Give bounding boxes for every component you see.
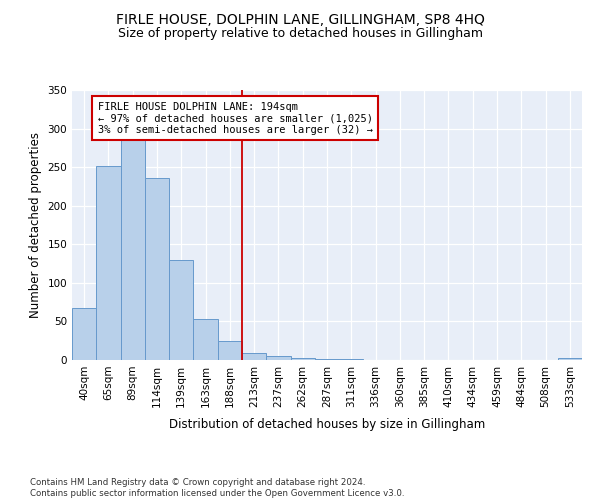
Bar <box>145 178 169 360</box>
Bar <box>242 353 266 360</box>
Text: FIRLE HOUSE, DOLPHIN LANE, GILLINGHAM, SP8 4HQ: FIRLE HOUSE, DOLPHIN LANE, GILLINGHAM, S… <box>116 12 484 26</box>
Bar <box>96 166 121 360</box>
Bar <box>339 359 364 360</box>
Text: Contains HM Land Registry data © Crown copyright and database right 2024.
Contai: Contains HM Land Registry data © Crown c… <box>30 478 404 498</box>
Bar <box>218 342 242 360</box>
Bar <box>169 260 193 360</box>
Bar <box>193 319 218 360</box>
X-axis label: Distribution of detached houses by size in Gillingham: Distribution of detached houses by size … <box>169 418 485 431</box>
Text: Size of property relative to detached houses in Gillingham: Size of property relative to detached ho… <box>118 28 482 40</box>
Text: FIRLE HOUSE DOLPHIN LANE: 194sqm
← 97% of detached houses are smaller (1,025)
3%: FIRLE HOUSE DOLPHIN LANE: 194sqm ← 97% o… <box>97 102 373 135</box>
Bar <box>266 356 290 360</box>
Bar <box>290 358 315 360</box>
Y-axis label: Number of detached properties: Number of detached properties <box>29 132 42 318</box>
Bar <box>315 359 339 360</box>
Bar <box>121 140 145 360</box>
Bar <box>72 308 96 360</box>
Bar <box>558 358 582 360</box>
